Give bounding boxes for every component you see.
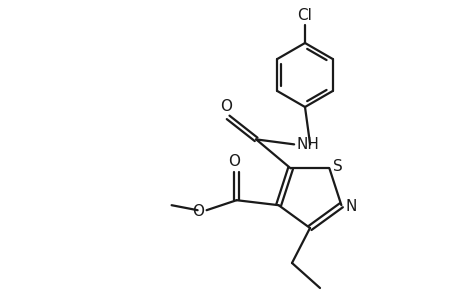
Text: Cl: Cl	[297, 8, 312, 23]
Text: O: O	[220, 99, 232, 114]
Text: O: O	[228, 154, 240, 169]
Text: S: S	[333, 159, 342, 174]
Text: O: O	[192, 204, 204, 219]
Text: NH: NH	[296, 137, 318, 152]
Text: N: N	[345, 199, 356, 214]
